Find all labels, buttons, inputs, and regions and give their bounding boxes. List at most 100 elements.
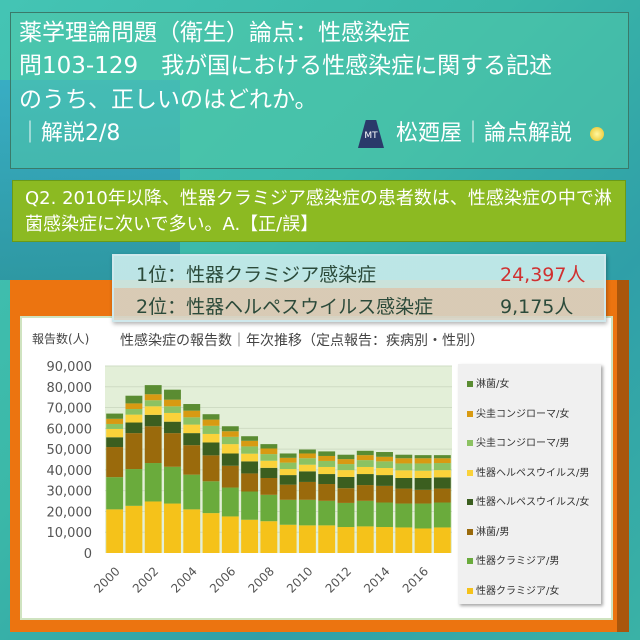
bar-segment <box>356 474 374 486</box>
legend-item: 淋菌/男 <box>458 518 601 548</box>
bar-segment <box>202 513 220 553</box>
legend-label: 尖圭コンジローマ/男 <box>476 438 570 449</box>
rank-1-label: 1位：性器クラミジア感染症 <box>136 264 377 286</box>
bar-segment <box>106 418 124 424</box>
rank-2-label: 2位：性器ヘルペスウイルス感染症 <box>136 296 434 318</box>
bar-segment <box>106 477 124 510</box>
legend-swatch <box>467 587 473 594</box>
x-tick-label: 2012 <box>323 564 354 595</box>
bar-segment <box>164 433 181 467</box>
bar-segment <box>125 395 143 404</box>
bar-segment <box>241 446 259 454</box>
bar-segment <box>337 488 355 503</box>
bar-segment <box>279 484 297 500</box>
rank-2: 2位：性器ヘルペスウイルス感染症 9,175人 <box>136 292 573 319</box>
bar-segment <box>414 455 432 459</box>
bar-segment <box>106 413 124 419</box>
question-line-1: 問103-129 我が国における性感染症に関する記述 <box>19 53 553 79</box>
legend-item: 性器ヘルペスウイルス/女 <box>458 488 601 518</box>
y-tick-label: 40,000 <box>47 464 93 479</box>
bar-segment <box>414 489 432 504</box>
legend-item: 尖圭コンジローマ/女 <box>458 400 601 430</box>
bar-segment <box>260 494 278 522</box>
bar-segment <box>279 457 297 463</box>
bar-segment <box>279 462 297 470</box>
bar-segment <box>279 469 297 476</box>
bar-segment <box>414 528 432 553</box>
bar-segment <box>221 453 239 466</box>
bar-segment <box>241 491 259 520</box>
header-box: 薬学理論問題（衛生）論点：性感染症 問103-129 我が国における性感染症に関… <box>10 12 629 169</box>
bar-segment <box>202 419 220 426</box>
bar-segment <box>183 433 201 446</box>
bar-segment <box>221 431 239 437</box>
bar-segment <box>221 516 239 553</box>
bar-segment <box>183 410 201 418</box>
bar-segment <box>202 433 220 443</box>
bar-segment <box>318 525 336 553</box>
coin-icon <box>590 127 604 141</box>
bar-segment <box>337 476 355 489</box>
y-tick-label: 30,000 <box>47 485 93 500</box>
legend-swatch <box>467 528 473 535</box>
bar-segment <box>318 451 336 456</box>
bar-segment <box>318 500 336 526</box>
bar-segment <box>221 465 239 488</box>
legend-label: 尖圭コンジローマ/女 <box>476 408 570 420</box>
bar-segment <box>376 456 393 462</box>
bar-segment <box>125 409 143 415</box>
legend-swatch <box>467 440 473 446</box>
plot-area <box>105 366 452 553</box>
brand-name: 松廼屋｜論点解説 <box>395 121 572 146</box>
bar-segment <box>164 406 181 413</box>
bar-segment <box>260 444 278 449</box>
x-tick-label: 2002 <box>130 564 161 595</box>
bar-segment <box>241 440 259 447</box>
bar-segment <box>337 502 355 528</box>
bar-segment <box>202 442 220 456</box>
bar-segment <box>395 488 413 504</box>
bar-segment <box>337 454 355 460</box>
bar-segment <box>202 481 220 514</box>
bar-segment <box>318 484 336 501</box>
bar-segment <box>337 470 355 477</box>
bar-segment <box>376 475 393 486</box>
legend-label: 性器クラミジア/女 <box>476 585 560 597</box>
bar-segment <box>106 447 124 478</box>
legend-swatch <box>467 558 473 564</box>
bar-segment <box>144 501 162 553</box>
bar-segment <box>164 503 181 553</box>
legend-label: 性器クラミジア/男 <box>476 556 560 567</box>
bar-segment <box>356 460 374 467</box>
bar-segment <box>298 453 316 459</box>
bar-segment <box>260 521 278 553</box>
bar-segment <box>395 527 413 553</box>
bar-segment <box>106 428 124 438</box>
bar-segment <box>395 477 413 489</box>
bar-segment <box>376 461 393 469</box>
bar-segment <box>183 509 201 553</box>
rank-1: 1位：性器クラミジア感染症 24,397人 <box>136 260 585 287</box>
x-tick-label: 2004 <box>168 564 199 595</box>
x-tick-label: 2000 <box>91 564 122 595</box>
bar-segment <box>164 389 181 400</box>
bar-segment <box>356 450 374 456</box>
bar-segment <box>241 436 259 441</box>
bar-segment <box>298 458 316 465</box>
bar-segment <box>376 452 393 457</box>
bar-segment <box>414 477 432 490</box>
bar-segment <box>202 414 220 420</box>
bar-segment <box>279 499 297 525</box>
bar-segment <box>144 394 162 401</box>
bar-segment <box>106 437 124 448</box>
y-tick-label: 60,000 <box>47 422 93 437</box>
bar-segment <box>279 524 297 553</box>
legend-swatch <box>467 410 473 417</box>
bar-segment <box>144 400 162 407</box>
bar-segment <box>125 422 143 434</box>
bar-segment <box>433 470 451 478</box>
bar-segment <box>164 421 181 434</box>
rank-1-value: 24,397人 <box>500 264 586 286</box>
legend-swatch <box>467 381 473 387</box>
